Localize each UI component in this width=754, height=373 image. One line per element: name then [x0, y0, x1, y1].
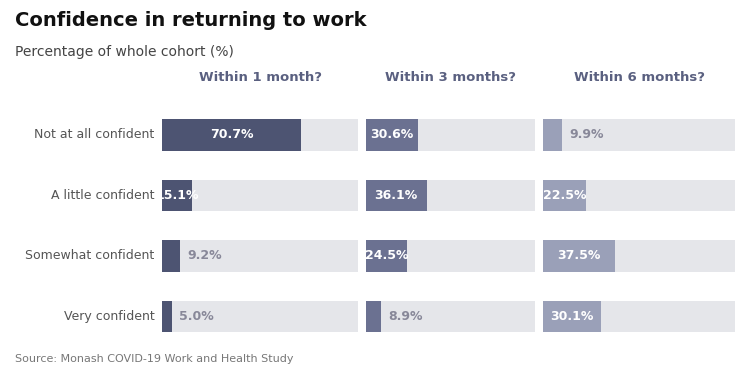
Text: Percentage of whole cohort (%): Percentage of whole cohort (%)	[15, 45, 234, 59]
FancyBboxPatch shape	[543, 119, 735, 151]
FancyBboxPatch shape	[162, 119, 358, 151]
Text: 24.5%: 24.5%	[365, 250, 408, 263]
Text: 36.1%: 36.1%	[375, 189, 418, 202]
FancyBboxPatch shape	[543, 180, 735, 211]
FancyBboxPatch shape	[366, 119, 418, 151]
Text: 9.2%: 9.2%	[188, 250, 222, 263]
FancyBboxPatch shape	[366, 180, 535, 211]
Text: Within 6 months?: Within 6 months?	[574, 71, 704, 84]
Text: Confidence in returning to work: Confidence in returning to work	[15, 11, 366, 30]
FancyBboxPatch shape	[162, 301, 172, 332]
FancyBboxPatch shape	[162, 301, 358, 332]
FancyBboxPatch shape	[162, 240, 180, 272]
Text: 5.0%: 5.0%	[179, 310, 214, 323]
Text: A little confident: A little confident	[51, 189, 155, 202]
Text: 30.6%: 30.6%	[370, 128, 413, 141]
Text: Within 3 months?: Within 3 months?	[385, 71, 516, 84]
FancyBboxPatch shape	[543, 119, 562, 151]
Text: 30.1%: 30.1%	[550, 310, 593, 323]
Text: Source: Monash COVID-19 Work and Health Study: Source: Monash COVID-19 Work and Health …	[15, 354, 293, 364]
FancyBboxPatch shape	[366, 301, 535, 332]
Text: Not at all confident: Not at all confident	[35, 128, 155, 141]
Text: Very confident: Very confident	[64, 310, 155, 323]
FancyBboxPatch shape	[543, 240, 735, 272]
FancyBboxPatch shape	[162, 240, 358, 272]
FancyBboxPatch shape	[366, 240, 407, 272]
FancyBboxPatch shape	[366, 301, 381, 332]
FancyBboxPatch shape	[162, 119, 301, 151]
Text: 22.5%: 22.5%	[543, 189, 587, 202]
Text: 9.9%: 9.9%	[569, 128, 604, 141]
FancyBboxPatch shape	[366, 180, 427, 211]
FancyBboxPatch shape	[366, 240, 535, 272]
Text: Somewhat confident: Somewhat confident	[26, 250, 155, 263]
FancyBboxPatch shape	[543, 301, 735, 332]
Text: Within 1 month?: Within 1 month?	[198, 71, 322, 84]
FancyBboxPatch shape	[162, 180, 358, 211]
Text: 70.7%: 70.7%	[210, 128, 253, 141]
Text: 8.9%: 8.9%	[388, 310, 423, 323]
FancyBboxPatch shape	[543, 240, 615, 272]
FancyBboxPatch shape	[543, 180, 586, 211]
FancyBboxPatch shape	[366, 119, 535, 151]
FancyBboxPatch shape	[162, 180, 192, 211]
Text: 15.1%: 15.1%	[155, 189, 198, 202]
Text: 37.5%: 37.5%	[557, 250, 601, 263]
FancyBboxPatch shape	[543, 301, 601, 332]
